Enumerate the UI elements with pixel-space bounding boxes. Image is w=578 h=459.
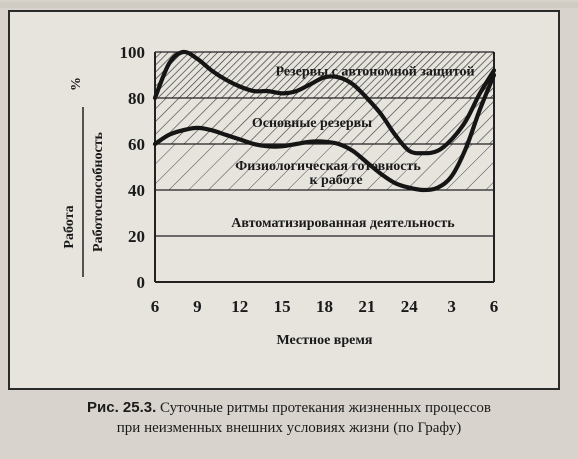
caption-line-1: Рис. 25.3. Суточные ритмы протекания жиз… [0,398,578,418]
zone-label-2-line2: к работе [309,173,362,188]
zones-layer [155,52,494,190]
y-tick-label-40: 40 [128,181,145,200]
zone-label-2-line1: Физиологическая готовность [235,159,421,174]
y-tick-label-60: 60 [128,135,145,154]
x-tick-label-6: 24 [401,297,419,316]
y-tick-label-80: 80 [128,89,145,108]
background-strip [0,2,578,8]
series-layer [152,49,497,193]
x-tick-label-4: 18 [316,297,333,316]
x-tick-label-5: 21 [358,297,375,316]
x-tick-label-8: 6 [490,297,499,316]
figure-caption: Рис. 25.3. Суточные ритмы протекания жиз… [0,398,578,438]
caption-text-1: Суточные ритмы протекания жизненных проц… [160,400,491,416]
caption-line-2: при неизменных внешних условиях жизни (п… [116,420,462,436]
y-tick-label-100: 100 [120,43,146,62]
figure-frame: 0 20 40 60 80 100 6 9 12 15 18 21 24 3 6 Местное время Р… [8,10,560,390]
labels-layer: 0 20 40 60 80 100 6 9 12 15 18 21 24 3 6 Местное время Р… [62,43,498,348]
x-axis-label: Местное время [277,333,373,348]
x-tick-label-0: 6 [151,297,160,316]
zone-fill-0 [155,52,494,98]
zone-fill-1 [155,98,494,144]
zone-label-1: Основные резервы [252,116,372,131]
series-line-1 [152,72,497,193]
y-axis-label-bottom: Работоспособность [91,131,106,252]
x-tick-label-7: 3 [447,297,456,316]
x-tick-label-1: 9 [193,297,202,316]
y-tick-label-0: 0 [137,273,146,292]
x-tick-label-2: 12 [231,297,248,316]
zone-label-3: Автоматизированная деятельность [231,216,455,231]
y-axis-unit-label: % [69,77,84,91]
caption-ref: Рис. 25.3. [87,399,157,416]
y-axis-label-top: Работа [62,205,77,248]
grid-layer [154,51,495,283]
y-tick-label-20: 20 [128,227,145,246]
zone-label-0: Резервы с автономной защитой [275,64,474,79]
x-tick-label-3: 15 [274,297,291,316]
chart-svg: 0 20 40 60 80 100 6 9 12 15 18 21 24 3 6 Местное время Р… [62,43,498,348]
series-line-0 [152,49,497,156]
